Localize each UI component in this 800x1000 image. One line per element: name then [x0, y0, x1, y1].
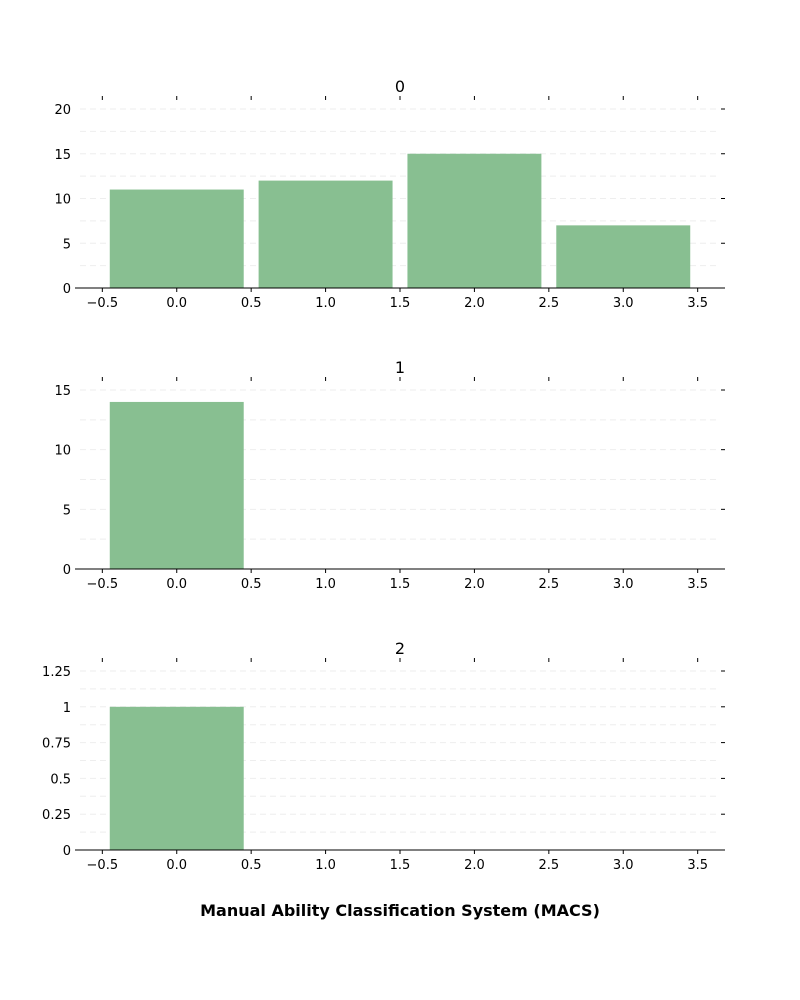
- x-tick-label: 0.5: [241, 858, 262, 873]
- y-tick-label: 20: [54, 103, 71, 118]
- panels: −0.5 0.0 0.5 1.0 1.5 2.0 2.5 3.0 3.5051015200−0.…: [42, 77, 725, 873]
- x-tick-label: −0.5: [87, 577, 119, 592]
- x-tick-label: 3.5: [687, 296, 708, 311]
- x-axis-label: Manual Ability Classification System (MA…: [200, 901, 600, 920]
- x-tick-label: 2.0: [464, 858, 485, 873]
- x-tick-label: 0.0: [166, 577, 187, 592]
- bar-0-3: [556, 225, 691, 288]
- x-tick-label: 3.5: [687, 858, 708, 873]
- x-tick-label: 1.0: [315, 577, 336, 592]
- x-tick-label: 2.5: [538, 296, 559, 311]
- y-tick-label: 0: [63, 282, 71, 297]
- bar-2-0: [109, 706, 244, 850]
- panel-1: −0.5 0.0 0.5 1.0 1.5 2.0 2.5 3.0 3.5 0 5 10 15 1: [54, 358, 725, 592]
- x-tick-label: 3.0: [613, 858, 634, 873]
- x-tick-label: 2.0: [464, 296, 485, 311]
- x-tick-label: 3.0: [613, 577, 634, 592]
- y-tick-label: 1: [63, 701, 71, 716]
- x-tick-label: 3.5: [687, 577, 708, 592]
- y-tick-label: 15: [54, 384, 71, 399]
- y-tick-label: 15: [54, 148, 71, 163]
- y-tick-label: 10: [54, 444, 71, 459]
- x-tick-label: 1.5: [390, 858, 411, 873]
- x-tick-label: 1.5: [390, 296, 411, 311]
- panel-title: 1: [395, 358, 405, 377]
- bar-0-0: [109, 189, 244, 288]
- x-tick-label: 0.5: [241, 577, 262, 592]
- panel-title: 0: [395, 77, 405, 96]
- panel-2: −0.5 0.0 0.5 1.0 1.5 2.0 2.5 3.0 3.5 0 0.25 0.5 0.75…: [42, 639, 725, 873]
- panel-0: −0.5 0.0 0.5 1.0 1.5 2.0 2.5 3.0 3.5 0 5 10 15 20 0: [54, 77, 725, 311]
- x-tick-label: 0.0: [166, 296, 187, 311]
- x-tick-label: 1.0: [315, 858, 336, 873]
- y-tick-label: 0.75: [42, 737, 71, 752]
- bar-1-0: [109, 401, 244, 569]
- y-tick-label: 0: [63, 563, 71, 578]
- y-tick-label: 1.25: [42, 665, 71, 680]
- x-tick-label: −0.5: [87, 858, 119, 873]
- y-tick-label: 5: [63, 237, 71, 252]
- y-tick-label: 0.5: [50, 772, 71, 787]
- x-tick-label: 3.0: [613, 296, 634, 311]
- x-tick-label: 2.5: [538, 858, 559, 873]
- y-tick-label: 5: [63, 503, 71, 518]
- x-tick-label: 2.5: [538, 577, 559, 592]
- x-tick-label: 2.0: [464, 577, 485, 592]
- x-tick-label: −0.5: [87, 296, 119, 311]
- x-tick-label: 0.0: [166, 858, 187, 873]
- y-tick-label: 0: [63, 844, 71, 859]
- bar-0-2: [407, 153, 542, 288]
- y-tick-label: 10: [54, 193, 71, 208]
- panel-title: 2: [395, 639, 405, 658]
- x-tick-label: 0.5: [241, 296, 262, 311]
- x-tick-label: 1.5: [390, 577, 411, 592]
- x-tick-label: 1.0: [315, 296, 336, 311]
- bar-0-1: [258, 180, 393, 288]
- y-tick-label: 0.25: [42, 808, 71, 823]
